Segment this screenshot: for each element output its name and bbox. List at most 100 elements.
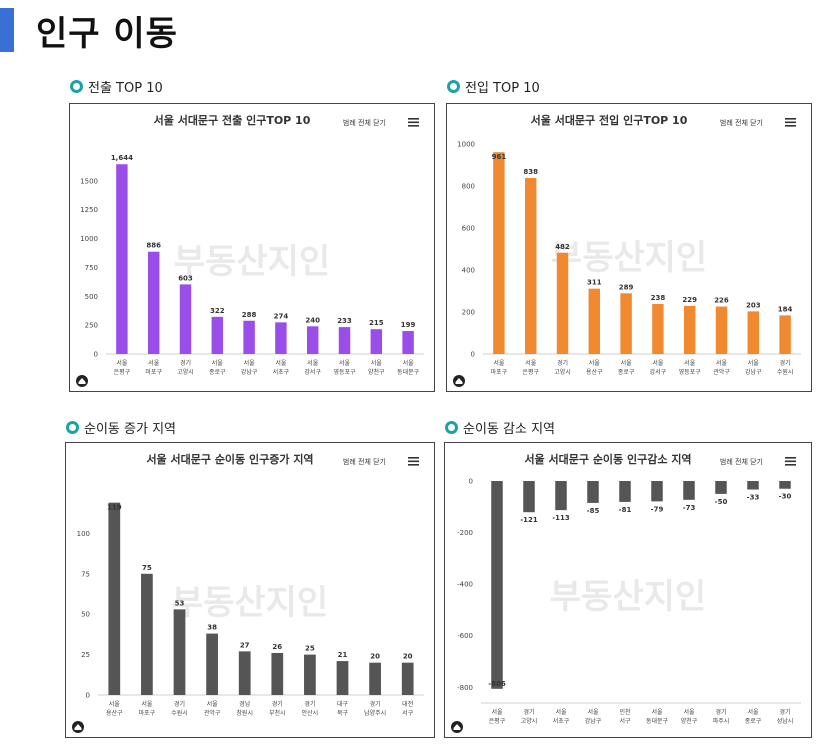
brand-logo-icon — [76, 375, 88, 387]
y-tick-label: 25 — [81, 651, 90, 659]
x-tick-label: 은평구 — [114, 368, 131, 376]
section-heading-outflow: 전출 TOP 10 — [70, 77, 163, 96]
bar[interactable] — [275, 322, 287, 354]
x-tick-label: 서울 — [148, 359, 160, 367]
bar[interactable] — [683, 481, 695, 500]
data-label: 233 — [337, 317, 352, 325]
bar[interactable] — [369, 662, 381, 695]
x-tick-label: 서울 — [141, 700, 153, 708]
menu-icon[interactable] — [785, 118, 796, 127]
x-tick-label: 북구 — [337, 710, 349, 717]
location-pin-icon — [66, 421, 79, 434]
bar[interactable] — [306, 326, 319, 354]
bar[interactable] — [108, 502, 121, 695]
data-label: 75 — [142, 564, 152, 572]
bar[interactable] — [271, 652, 284, 695]
x-tick-label: 서울 — [116, 359, 128, 367]
x-tick-label: 서울 — [587, 708, 599, 716]
x-tick-label: 수원시 — [171, 709, 188, 717]
x-tick-label: 경기 — [272, 700, 283, 708]
bar[interactable] — [715, 481, 727, 494]
bar[interactable] — [747, 481, 759, 490]
section-heading-net-decrease: 순이동 감소 지역 — [445, 418, 555, 437]
x-tick-label: 마포구 — [139, 709, 156, 717]
chart-title: 서울 서대문구 전입 인구TOP 10 — [531, 113, 688, 127]
y-tick-label: 1000 — [457, 141, 475, 149]
x-tick-label: 창원시 — [236, 709, 253, 717]
bar[interactable] — [179, 284, 192, 354]
legend-toggle-button[interactable]: 범례 전체 닫기 — [343, 118, 386, 127]
y-tick-label: -600 — [457, 632, 473, 640]
bar[interactable] — [491, 481, 503, 689]
bar[interactable] — [587, 481, 599, 503]
chart-inflow: 부동산지인 서울 서대문구 전입 인구TOP 10 범례 전체 닫기 0 200 400 6… — [453, 113, 801, 387]
x-tick-label: 서울 — [371, 359, 383, 367]
bar[interactable] — [116, 164, 128, 354]
bar[interactable] — [588, 288, 601, 354]
x-tick-label: 서울 — [207, 700, 219, 708]
y-tick-label: 75 — [81, 570, 90, 578]
y-tick-label: -400 — [457, 581, 473, 589]
bar[interactable] — [336, 661, 349, 695]
bar[interactable] — [304, 654, 316, 695]
legend-toggle-button[interactable]: 범례 전체 닫기 — [343, 457, 386, 466]
bar[interactable] — [401, 662, 414, 695]
x-tick-label: 서울 — [212, 359, 224, 367]
x-tick-label: 수원시 — [777, 368, 794, 376]
legend-toggle-button[interactable]: 범례 전체 닫기 — [720, 457, 763, 466]
bar[interactable] — [556, 252, 569, 354]
data-label: 838 — [523, 168, 538, 176]
bar[interactable] — [141, 573, 153, 695]
menu-icon[interactable] — [408, 118, 419, 127]
x-tick-label: 양천구 — [368, 368, 385, 376]
x-tick-label: 서구 — [619, 717, 631, 725]
y-tick-label: 500 — [85, 293, 98, 301]
bar[interactable] — [683, 305, 696, 354]
bar[interactable] — [619, 481, 631, 502]
x-tick-label: 양천구 — [681, 717, 698, 725]
menu-icon[interactable] — [408, 457, 419, 466]
x-tick-label: 동대문구 — [397, 368, 420, 376]
bar[interactable] — [493, 152, 505, 354]
section-heading-inflow: 전입 TOP 10 — [447, 77, 540, 96]
chart-panel-net-decrease: 부동산지인 서울 서대문구 순이동 인구감소 지역 범례 전체 닫기 0 -200 -40… — [444, 442, 812, 738]
bar[interactable] — [206, 633, 218, 695]
legend-toggle-button[interactable]: 범례 전체 닫기 — [720, 118, 763, 127]
bar[interactable] — [243, 320, 255, 354]
title-accent-bar — [0, 8, 14, 52]
bar[interactable] — [523, 481, 535, 513]
watermark: 부동산지인 — [172, 583, 328, 623]
bar[interactable] — [338, 327, 351, 354]
x-tick-label: 서울 — [339, 359, 351, 367]
data-label: 1,644 — [111, 154, 133, 162]
bar[interactable] — [652, 304, 664, 354]
bar[interactable] — [555, 481, 567, 511]
bar[interactable] — [370, 329, 383, 354]
bar[interactable] — [402, 331, 414, 354]
bar[interactable] — [524, 178, 537, 354]
bar[interactable] — [211, 316, 224, 354]
bar[interactable] — [747, 311, 760, 354]
data-label: 229 — [682, 296, 697, 304]
x-tick-label: 대전 — [402, 700, 413, 708]
x-tick-label: 서울 — [589, 359, 601, 367]
brand-logo-icon — [72, 721, 84, 733]
bar[interactable] — [779, 481, 791, 489]
x-tick-label: 마포구 — [491, 368, 508, 376]
data-label: 26 — [272, 643, 282, 651]
bar[interactable] — [620, 293, 632, 354]
x-tick-label: 동대문구 — [646, 717, 669, 725]
x-tick-label: 경남 — [239, 700, 251, 708]
chart-net-increase: 부동산지인 서울 서대문구 순이동 인구증가 지역 범례 전체 닫기 0 25 50 75 1… — [72, 452, 424, 733]
bar[interactable] — [651, 481, 663, 502]
bar[interactable] — [147, 251, 160, 354]
bar[interactable] — [779, 315, 791, 354]
data-label: 603 — [178, 274, 193, 282]
bar[interactable] — [173, 609, 186, 695]
data-label: 20 — [370, 653, 380, 661]
data-label: 20 — [403, 653, 413, 661]
x-tick-label: 서울 — [493, 359, 505, 367]
bar[interactable] — [238, 651, 251, 695]
bar[interactable] — [715, 306, 728, 354]
menu-icon[interactable] — [785, 457, 796, 466]
